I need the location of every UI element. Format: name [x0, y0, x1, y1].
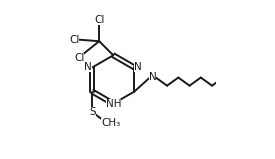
Text: Cl: Cl	[95, 15, 105, 25]
Text: CH₃: CH₃	[101, 118, 120, 128]
Text: N: N	[148, 72, 156, 82]
Text: Cl: Cl	[69, 35, 79, 45]
Text: Cl: Cl	[74, 53, 84, 63]
Text: N: N	[134, 62, 142, 72]
Text: S: S	[89, 107, 96, 117]
Text: NH: NH	[106, 99, 121, 109]
Text: N: N	[84, 62, 92, 72]
